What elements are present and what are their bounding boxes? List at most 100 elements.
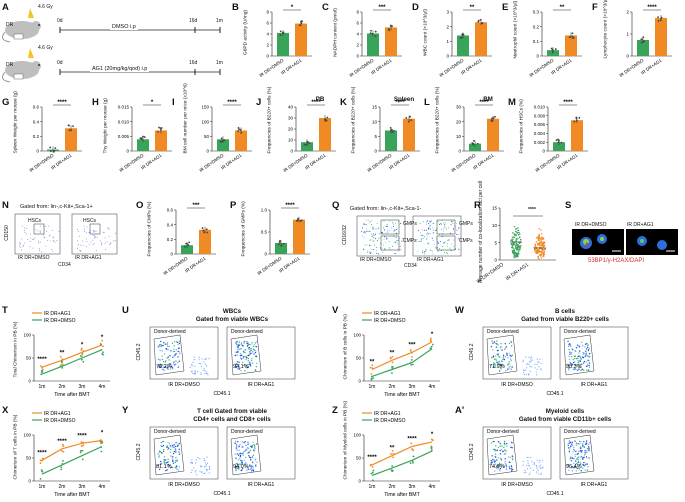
event-dot: [234, 440, 237, 442]
event-dot: [178, 453, 181, 455]
event-dot: [492, 355, 495, 357]
event-dot: [508, 361, 510, 363]
bar-trt: [385, 27, 397, 56]
data-point: [431, 343, 434, 346]
data-point: [575, 119, 578, 122]
event-dot: [508, 367, 510, 369]
event-dot: [377, 227, 379, 229]
event-dot: [427, 242, 430, 244]
data-point: [540, 257, 543, 259]
event-dot: [493, 461, 496, 463]
data-point: [514, 255, 517, 257]
event-dot: [540, 464, 542, 466]
event-dot: [166, 343, 168, 346]
legend-trt: IR DR+AG1: [374, 411, 401, 417]
event-dot: [587, 349, 590, 352]
event-dot: [249, 365, 252, 367]
event-dot: [29, 233, 31, 235]
event-dot: [446, 245, 448, 247]
event-dot: [440, 228, 442, 230]
event-dot: [398, 229, 400, 231]
y-tick-label: 0.006: [534, 122, 546, 127]
event-dot: [191, 461, 193, 463]
data-point: [282, 242, 285, 245]
event-dot: [584, 443, 587, 445]
event-dot: [581, 445, 584, 448]
event-dot: [416, 239, 418, 241]
data-point: [100, 450, 103, 453]
event-dot: [251, 445, 253, 447]
significance-label: **: [470, 5, 475, 11]
event-dot: [43, 237, 45, 239]
event-dot: [444, 242, 446, 244]
bar-trt: [655, 18, 667, 56]
event-dot: [539, 459, 541, 461]
event-dot: [252, 345, 255, 348]
event-dot: [579, 449, 582, 452]
event-dot: [164, 343, 167, 345]
data-point: [534, 244, 537, 246]
event-dot: [173, 341, 176, 343]
event-dot: [19, 245, 21, 247]
event-dot: [255, 443, 258, 445]
event-dot: [361, 227, 363, 229]
event-dot: [86, 226, 88, 228]
event-dot: [574, 460, 577, 462]
y-tick-label: 0: [36, 149, 39, 154]
event-dot: [255, 355, 257, 357]
event-dot: [373, 244, 376, 246]
event-dot: [503, 465, 505, 467]
event-dot: [29, 241, 31, 243]
event-dot: [374, 237, 376, 239]
event-dot: [574, 364, 576, 366]
event-dot: [494, 453, 497, 455]
data-point: [188, 241, 191, 244]
event-dot: [177, 361, 179, 364]
event-dot: [567, 447, 570, 449]
data-point: [223, 139, 226, 142]
event-dot: [164, 459, 166, 461]
event-dot: [366, 251, 368, 253]
event-dot: [499, 449, 501, 452]
data-point: [534, 250, 536, 252]
event-dot: [237, 348, 239, 351]
event-dot: [580, 358, 582, 361]
data-point: [62, 450, 65, 453]
event-dot: [579, 446, 582, 448]
event-dot: [248, 343, 250, 346]
event-dot: [585, 354, 587, 356]
event-dot: [173, 355, 175, 357]
event-dot: [255, 350, 257, 352]
event-dot: [173, 450, 176, 453]
y-tick-label: 6: [266, 21, 269, 26]
bar-panel-G: G Spleen Weight per mouse (g) 0 0.2 0.4 0.6 **…: [2, 91, 90, 197]
event-dot: [505, 442, 508, 445]
event-dot: [496, 361, 498, 364]
event-dot: [178, 342, 181, 345]
panel-label-X: X: [2, 405, 9, 416]
event-dot: [371, 233, 373, 235]
flow-xlabel: CD45.1: [547, 491, 564, 497]
event-dot: [383, 239, 385, 241]
event-dot: [588, 366, 591, 369]
data-point: [392, 129, 395, 132]
data-point: [573, 120, 576, 123]
event-dot: [503, 466, 505, 468]
event-dot: [529, 467, 532, 469]
x-tick-label: 1m: [39, 484, 46, 490]
data-point: [535, 240, 538, 243]
event-dot: [492, 342, 494, 344]
event-dot: [47, 239, 49, 241]
event-dot: [178, 466, 181, 468]
event-dot: [511, 447, 513, 449]
data-point: [494, 115, 496, 118]
event-dot: [387, 231, 389, 233]
bar-panel-O: O Frequencies of CMPs (%) 0 0.2 0.4 0.6 *** IR …: [136, 200, 224, 300]
panel-s-ctrl: IR DR+DMSO: [575, 222, 607, 228]
event-dot: [173, 348, 175, 350]
event-dot: [93, 243, 95, 245]
panel-label-R: R: [474, 200, 481, 211]
bar-trt: [199, 229, 211, 254]
